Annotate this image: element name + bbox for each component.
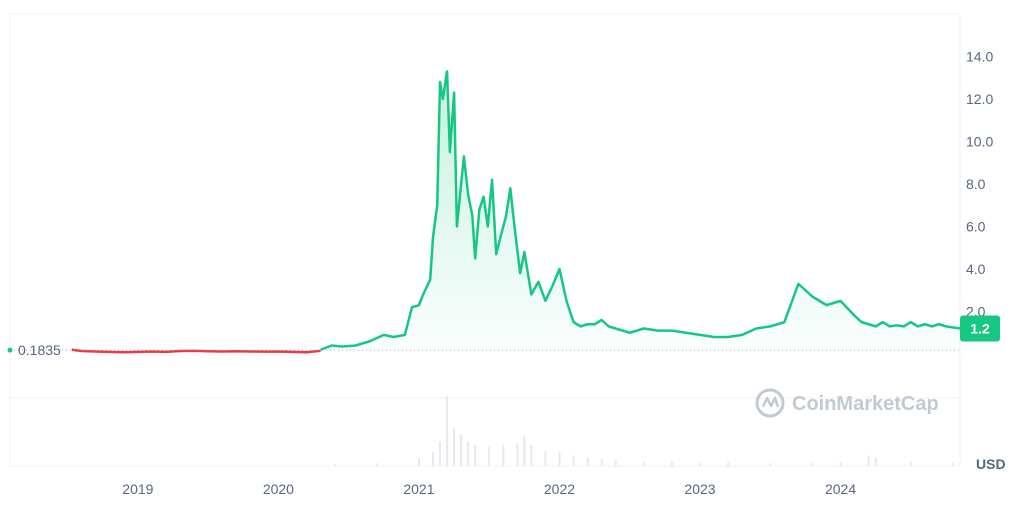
x-tick-label: 2022: [544, 481, 575, 497]
volume-bar: [474, 445, 477, 466]
currency-unit-label: USD: [976, 456, 1006, 472]
volume-bar: [488, 446, 491, 466]
volume-bar: [769, 463, 772, 466]
y-axis: 2.04.06.08.010.012.014.0: [966, 49, 993, 320]
watermark-label: CoinMarketCap: [792, 393, 939, 415]
y-tick-label: 12.0: [966, 91, 993, 107]
price-line-above-baseline: [320, 70, 961, 351]
volume-bar: [699, 462, 702, 466]
volume-bar: [951, 462, 954, 466]
volume-bar: [874, 457, 877, 466]
coinmarketcap-logo-icon: [755, 388, 785, 418]
volume-bar: [417, 457, 420, 466]
volume-bar: [670, 461, 673, 466]
y-tick-label: 4.0: [966, 261, 986, 277]
current-price-label: 1.2: [970, 321, 990, 337]
volume-bar: [375, 463, 378, 466]
price-area: [320, 71, 961, 351]
y-tick-label: 6.0: [966, 219, 986, 235]
volume-bar: [502, 445, 505, 466]
volume-bar: [586, 457, 589, 466]
volume-bar: [614, 460, 617, 466]
volume-bar: [530, 445, 533, 466]
price-lines: [71, 70, 961, 354]
volume-bar: [446, 396, 449, 466]
price-line-below-baseline: [71, 348, 321, 354]
volume-bar: [839, 461, 842, 466]
volume-bar: [333, 463, 336, 466]
volume-bar: [453, 427, 456, 466]
y-tick-label: 8.0: [966, 176, 986, 192]
x-tick-label: 2023: [684, 481, 715, 497]
volume-bar: [558, 452, 561, 466]
watermark: CoinMarketCap: [755, 388, 939, 418]
x-tick-label: 2019: [122, 481, 153, 497]
volume-bar: [544, 450, 547, 466]
y-tick-label: 14.0: [966, 49, 993, 65]
plot-frame: [9, 13, 961, 467]
volume-bar: [432, 452, 435, 466]
volume-bar: [811, 462, 814, 466]
volume-bar: [516, 443, 519, 466]
price-area-fill: [320, 71, 961, 351]
volume-bar: [439, 441, 442, 466]
volume-bar: [600, 459, 603, 466]
volume-bar: [642, 461, 645, 466]
volume-bar: [572, 455, 575, 466]
baseline-marker-icon: [7, 347, 13, 353]
volume-bar: [867, 455, 870, 466]
volume-bar: [727, 462, 730, 466]
x-tick-label: 2020: [263, 481, 294, 497]
x-tick-label: 2021: [403, 481, 434, 497]
current-price-badge: [960, 315, 1000, 342]
volume-bar: [467, 441, 470, 466]
coinmarketcap-logo-mark: [761, 396, 780, 408]
volume-bars: [333, 396, 954, 466]
volume-bar: [460, 434, 463, 466]
x-tick-label: 2024: [825, 481, 856, 497]
x-axis: 2019 2020 2021 2022 2023 2024: [122, 481, 856, 497]
chart-grid: [9, 13, 961, 467]
baseline-label: 0.1835: [18, 342, 61, 358]
volume-bar: [909, 461, 912, 466]
volume-bar: [523, 436, 526, 466]
y-tick-label: 10.0: [966, 134, 993, 150]
